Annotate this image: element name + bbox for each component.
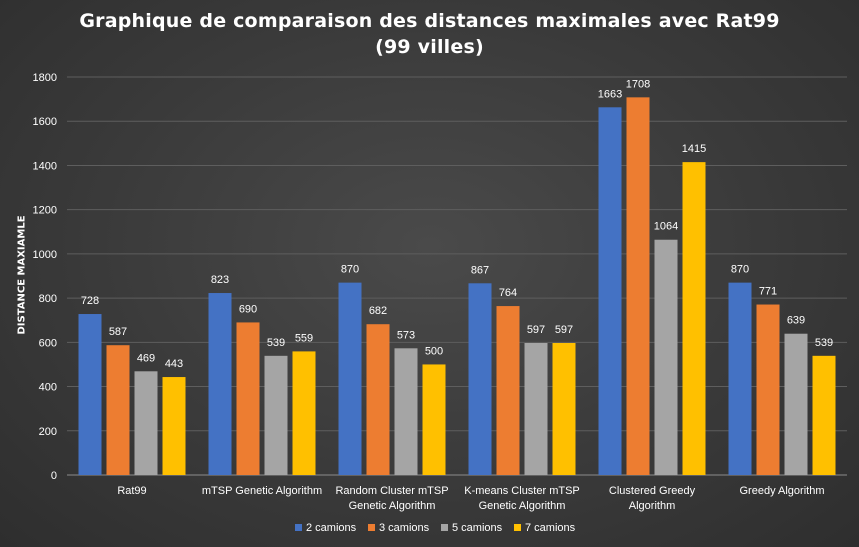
data-label: 597 <box>555 324 573 336</box>
x-tick-label: Genetic Algorithm <box>479 500 566 512</box>
y-tick-label: 800 <box>39 293 57 305</box>
legend-swatch <box>514 524 521 531</box>
bar <box>626 97 650 475</box>
data-label: 1708 <box>626 78 650 90</box>
x-tick-label: mTSP Genetic Algorithm <box>202 485 322 497</box>
data-label: 823 <box>211 274 229 286</box>
y-tick-label: 1200 <box>33 205 57 217</box>
data-label: 639 <box>787 315 805 327</box>
bar <box>338 282 362 475</box>
data-label: 870 <box>731 264 749 276</box>
data-label: 573 <box>397 329 415 341</box>
bar <box>654 239 678 475</box>
legend-swatch <box>295 524 302 531</box>
y-tick-label: 200 <box>39 426 57 438</box>
bar <box>422 364 446 475</box>
bar <box>728 282 752 475</box>
bar <box>812 355 836 475</box>
data-label: 559 <box>295 332 313 344</box>
bar <box>756 304 780 475</box>
legend-label: 5 camions <box>452 522 503 534</box>
data-label: 764 <box>499 287 517 299</box>
data-label: 1663 <box>598 88 622 100</box>
y-tick-label: 1000 <box>33 249 57 261</box>
data-label: 1064 <box>654 221 678 233</box>
data-label: 500 <box>425 345 443 357</box>
data-label: 682 <box>369 305 387 317</box>
y-tick-label: 1600 <box>33 116 57 128</box>
x-tick-label: Greedy Algorithm <box>740 485 825 497</box>
y-tick-label: 400 <box>39 382 57 394</box>
data-label: 469 <box>137 352 155 364</box>
legend-item: 7 camions <box>514 522 576 534</box>
legend-item: 2 camions <box>295 522 357 534</box>
data-label: 443 <box>165 358 183 370</box>
data-label: 597 <box>527 324 545 336</box>
bar <box>292 351 316 475</box>
bar <box>78 314 102 475</box>
bar <box>496 306 520 475</box>
x-tick-label: Rat99 <box>117 485 146 497</box>
legend-item: 5 camions <box>441 522 503 534</box>
bar <box>236 322 260 475</box>
chart-title: Graphique de comparaison des distances m… <box>0 8 859 60</box>
legend-label: 3 camions <box>379 522 430 534</box>
data-label: 539 <box>815 337 833 349</box>
y-tick-label: 600 <box>39 337 57 349</box>
bar <box>264 355 288 475</box>
bar <box>394 348 418 475</box>
x-tick-label: Genetic Algorithm <box>349 500 436 512</box>
data-label: 771 <box>759 286 777 298</box>
bar <box>106 345 130 475</box>
legend-item: 3 camions <box>368 522 430 534</box>
data-label: 867 <box>471 264 489 276</box>
data-label: 728 <box>81 295 99 307</box>
bar <box>208 293 232 475</box>
x-tick-label: Clustered Greedy <box>609 485 696 497</box>
bar <box>134 371 158 475</box>
bar <box>524 342 548 475</box>
legend-label: 2 camions <box>306 522 357 534</box>
x-tick-label: Random Cluster mTSP <box>335 485 448 497</box>
y-tick-label: 1400 <box>33 160 57 172</box>
data-label: 539 <box>267 337 285 349</box>
y-tick-label: 1800 <box>33 72 57 84</box>
legend-label: 7 camions <box>525 522 576 534</box>
bar <box>682 162 706 475</box>
data-label: 587 <box>109 326 127 338</box>
legend-swatch <box>368 524 375 531</box>
bar <box>552 342 576 475</box>
data-label: 690 <box>239 303 257 315</box>
legend-swatch <box>441 524 448 531</box>
x-tick-label: Algorithm <box>629 500 675 512</box>
bar <box>784 333 808 475</box>
y-tick-label: 0 <box>51 470 57 482</box>
bar <box>162 377 186 475</box>
bar <box>366 324 390 475</box>
bar <box>468 283 492 475</box>
chart-title-line-2: (99 villes) <box>375 36 484 58</box>
chart-title-line-1: Graphique de comparaison des distances m… <box>79 10 780 32</box>
bar <box>598 107 622 475</box>
data-label: 1415 <box>682 143 706 155</box>
x-tick-label: K-means Cluster mTSP <box>464 485 580 497</box>
data-label: 870 <box>341 264 359 276</box>
